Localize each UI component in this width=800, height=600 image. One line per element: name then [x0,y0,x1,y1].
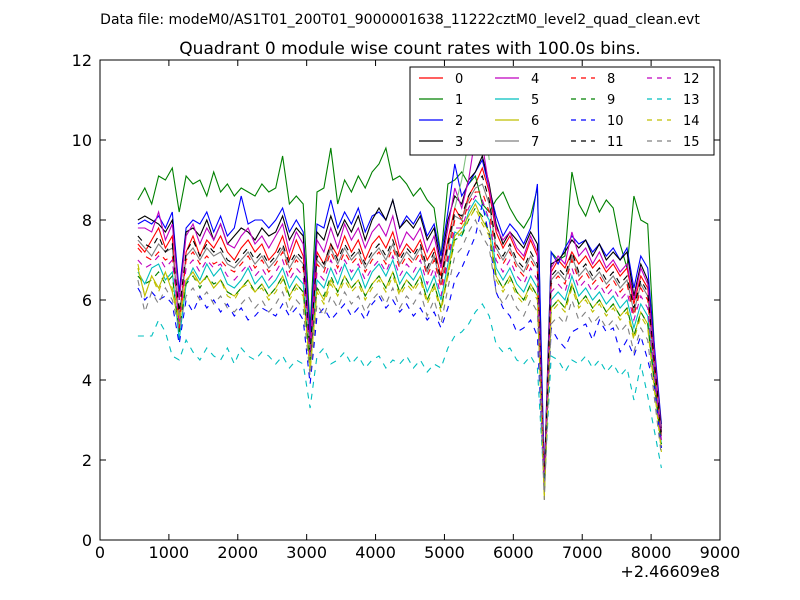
x-tick-label: 8000 [631,543,672,562]
legend-label-8: 8 [607,72,615,87]
series-line-9 [137,207,662,489]
series-line-5 [137,199,662,493]
x-tick-label: 0 [95,543,105,562]
series-line-12 [137,195,662,489]
legend-label-0: 0 [455,72,463,87]
legend-label-11: 11 [607,135,624,150]
chart-title: Quadrant 0 module wise count rates with … [179,39,640,59]
y-tick-label: 6 [82,291,92,310]
series-line-8 [137,191,662,485]
x-tick-label: 7000 [562,543,603,562]
series-line-11 [137,174,662,485]
y-tick-label: 0 [82,531,92,550]
series-line-14 [137,206,662,501]
series-line-2 [137,158,662,477]
legend-label-15: 15 [683,135,700,150]
axis-ticks: 0 1000 2000 3000 4000 5000 6000 7000 8000 9000 0 2 4… [72,51,741,562]
y-tick-label: 4 [82,371,92,390]
series-line-1 [137,146,662,485]
legend-box [409,66,715,156]
y-tick-label: 10 [72,131,92,150]
x-tick-label: 1000 [149,543,190,562]
legend-label-6: 6 [531,114,539,129]
series-line-15 [137,218,662,501]
series-line-4 [137,134,662,481]
legend-label-2: 2 [455,114,463,129]
y-tick-label: 8 [82,211,92,230]
series-line-3 [137,154,662,481]
series-line-13 [137,303,662,489]
x-tick-label: 5000 [424,543,465,562]
series-line-10 [137,203,662,493]
y-tick-label: 12 [72,51,92,70]
series-line-7 [137,183,662,485]
legend-label-9: 9 [607,93,615,108]
series-line-0 [137,166,662,481]
legend-label-5: 5 [531,93,539,108]
legend-label-1: 1 [455,93,463,108]
legend-label-12: 12 [683,72,700,87]
legend-label-14: 14 [683,114,700,129]
legend-label-4: 4 [531,72,539,87]
x-tick-label: 9000 [700,543,741,562]
x-tick-label: 6000 [493,543,534,562]
legend-label-7: 7 [531,135,539,150]
x-offset-label: +2.46609e8 [620,562,720,581]
y-tick-label: 2 [82,451,92,470]
legend-label-10: 10 [607,114,624,129]
x-tick-label: 2000 [217,543,258,562]
legend-label-13: 13 [683,93,700,108]
x-tick-label: 4000 [355,543,396,562]
x-tick-label: 3000 [286,543,327,562]
legend-label-3: 3 [455,135,463,150]
figure-suptitle: Data file: modeM0/AS1T01_200T01_90000016… [100,12,700,28]
